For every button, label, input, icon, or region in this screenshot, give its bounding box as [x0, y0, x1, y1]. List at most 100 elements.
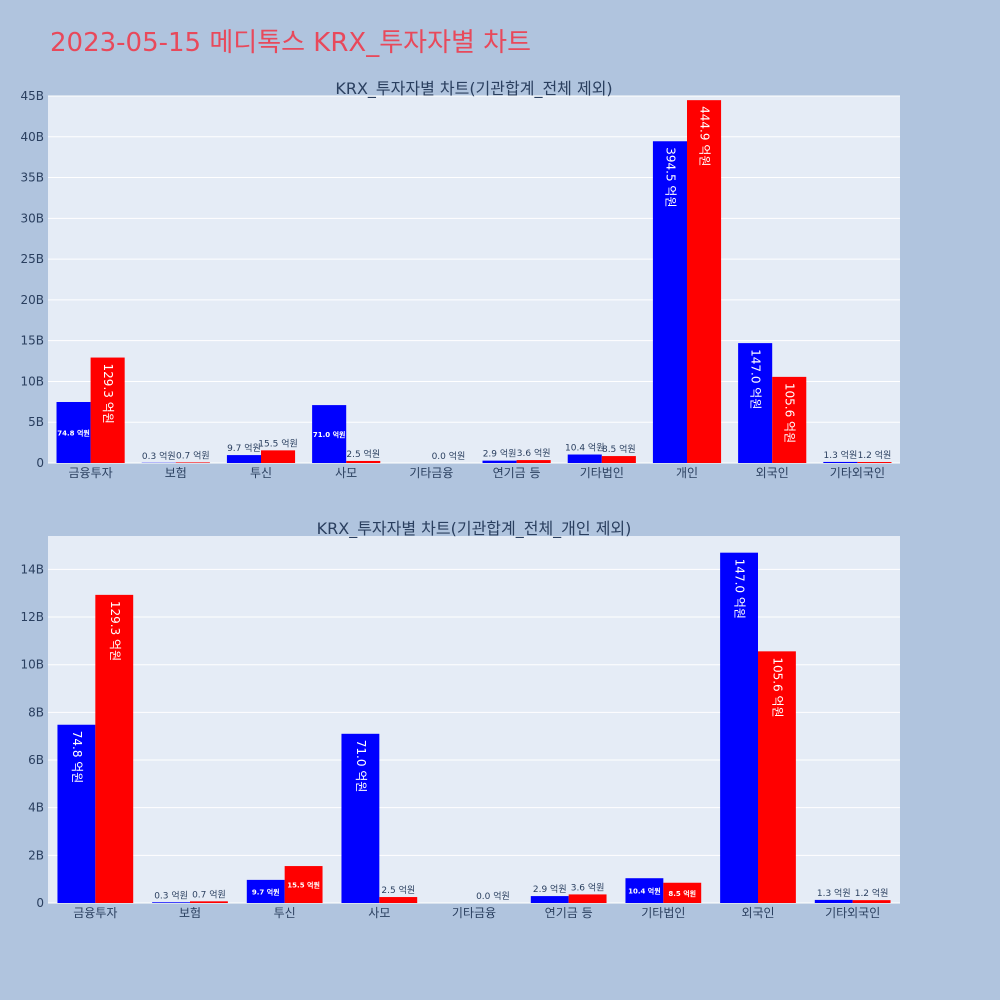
bar-value-label: 74.8 억원 — [57, 428, 90, 437]
bar-value-label: 105.6 억원 — [770, 657, 784, 717]
bar — [758, 651, 796, 903]
chart-title: KRX_투자자별 차트(기관합계_전체 제외) — [335, 79, 612, 99]
bar-value-label: 129.3 억원 — [108, 601, 122, 661]
x-tick-label: 기타법인 — [641, 906, 685, 920]
y-tick-label: 20B — [20, 293, 44, 307]
x-tick-label: 기타금융 — [409, 466, 453, 480]
bar-value-label: 74.8 억원 — [70, 731, 84, 784]
bar-value-label: 3.6 억원 — [571, 881, 605, 893]
bar-value-label: 8.5 억원 — [602, 443, 636, 455]
x-tick-label: 기타금융 — [452, 906, 496, 920]
bar-value-label: 0.3 억원 — [142, 450, 176, 462]
bar — [152, 902, 190, 903]
y-tick-label: 15B — [20, 334, 44, 348]
bar — [530, 896, 569, 903]
bar-value-label: 8.5 억원 — [668, 889, 696, 898]
bar — [687, 100, 722, 463]
bar — [567, 454, 602, 463]
y-tick-label: 35B — [20, 171, 44, 185]
bar-value-label: 10.4 억원 — [628, 887, 661, 896]
bar-value-label: 2.9 억원 — [483, 448, 517, 460]
y-tick-label: 10B — [20, 374, 44, 388]
bar — [90, 357, 125, 463]
x-tick-label: 금융투자 — [73, 906, 117, 920]
x-tick-label: 투신 — [274, 906, 296, 920]
bar — [246, 879, 285, 903]
y-tick-label: 0 — [36, 456, 44, 470]
bar — [516, 460, 551, 463]
bar — [341, 733, 380, 903]
chart-bottom: 0 2B 4B 6B 8B 10B 12B 14B KRX_투자자별 차트(기관합계_전체_개인… — [20, 519, 900, 920]
y-tick-label: 14B — [20, 562, 44, 576]
y-tick-label: 10B — [20, 658, 44, 672]
x-tick-label: 사모 — [335, 466, 357, 480]
bar — [175, 462, 210, 463]
bar — [720, 552, 758, 903]
bar-value-label: 2.9 억원 — [533, 883, 567, 895]
bar — [261, 450, 296, 463]
bar-value-label: 10.4 억원 — [565, 442, 604, 454]
bar-value-label: 71.0 억원 — [313, 430, 346, 439]
bar — [568, 894, 607, 903]
bar-value-label: 129.3 억원 — [101, 364, 115, 424]
bar-value-label: 105.6 억원 — [783, 383, 797, 443]
bar — [652, 141, 687, 463]
bar — [857, 462, 892, 463]
x-tick-label: 외국인 — [756, 466, 789, 480]
bar-value-label: 444.9 억원 — [698, 106, 712, 166]
y-tick-label: 5B — [28, 415, 44, 429]
x-tick-label: 개인 — [676, 466, 698, 480]
bar-value-label: 394.5 억원 — [663, 147, 677, 207]
bar-value-label: 3.6 억원 — [517, 447, 551, 459]
bar-value-label: 0.0 억원 — [476, 890, 510, 902]
x-tick-label: 기타외국인 — [825, 906, 880, 920]
bar — [852, 900, 891, 903]
bar — [625, 878, 664, 903]
y-tick-label: 8B — [28, 705, 44, 719]
x-tick-label: 보험 — [179, 906, 201, 920]
bar-value-label: 9.7 억원 — [252, 887, 280, 896]
bar-value-label: 147.0 억원 — [733, 559, 747, 619]
bar-value-label: 71.0 억원 — [354, 740, 368, 793]
bar — [57, 724, 96, 903]
bar — [663, 882, 702, 903]
bar-value-label: 2.5 억원 — [381, 884, 415, 896]
bar — [346, 460, 381, 463]
y-tick-label: 6B — [28, 753, 44, 767]
x-tick-label: 사모 — [368, 906, 390, 920]
y-tick-label: 12B — [20, 610, 44, 624]
x-tick-label: 금융투자 — [69, 466, 113, 480]
bar-value-label: 1.2 억원 — [858, 449, 892, 461]
bar — [823, 461, 858, 463]
bar-value-label: 1.2 억원 — [855, 887, 889, 899]
bar-value-label: 1.3 억원 — [817, 887, 851, 899]
chart-title: KRX_투자자별 차트(기관합계_전체_개인 제외) — [317, 519, 632, 539]
bar — [284, 866, 323, 903]
bar — [56, 401, 91, 463]
bar — [379, 897, 418, 903]
y-tick-label: 30B — [20, 211, 44, 225]
bar-value-label: 0.3 억원 — [154, 889, 188, 901]
x-tick-label: 연기금 등 — [493, 466, 541, 480]
bar — [772, 376, 807, 463]
bar — [814, 899, 853, 903]
page-title: 2023-05-15 메디톡스 KRX_투자자별 차트 — [50, 28, 532, 58]
bar — [738, 343, 773, 463]
x-tick-label: 연기금 등 — [545, 906, 593, 920]
bar-value-label: 15.5 억원 — [258, 437, 297, 449]
x-tick-label: 기타법인 — [580, 466, 624, 480]
bar — [190, 901, 228, 903]
y-tick-label: 40B — [20, 130, 44, 144]
bar-value-label: 2.5 억원 — [346, 448, 380, 460]
y-tick-label: 0 — [36, 896, 44, 910]
bar-value-label: 0.0 억원 — [432, 450, 466, 462]
x-tick-label: 외국인 — [741, 906, 774, 920]
bar-value-label: 1.3 억원 — [823, 449, 857, 461]
x-tick-label: 투신 — [250, 466, 272, 480]
x-tick-label: 기타외국인 — [830, 466, 885, 480]
y-tick-label: 2B — [28, 848, 44, 862]
y-tick-label: 45B — [20, 89, 44, 103]
bar — [312, 405, 347, 463]
bar-value-label: 147.0 억원 — [749, 349, 763, 409]
bar — [482, 460, 517, 463]
